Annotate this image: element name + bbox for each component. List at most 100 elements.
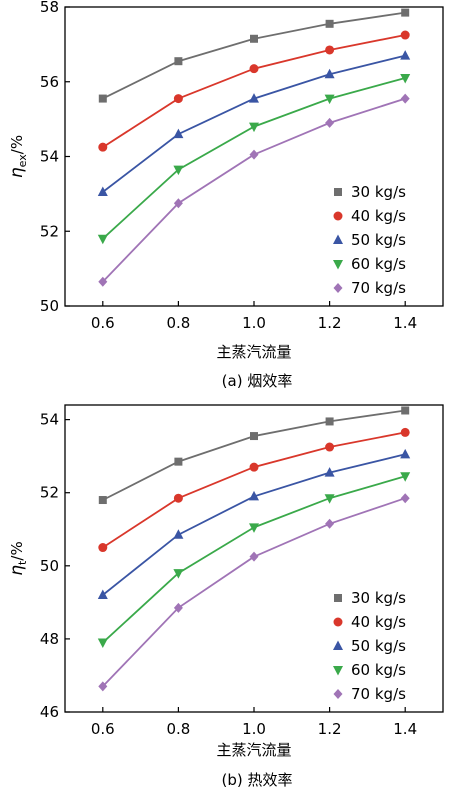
data-point (173, 165, 184, 176)
data-point (98, 496, 107, 505)
legend: 30 kg/s 40 kg/s 50 kg/s 60 kg/s 70 kg/s (333, 589, 406, 703)
series-40-kg-s (98, 30, 410, 152)
series-50-kg-s (97, 50, 411, 197)
data-point (98, 681, 108, 692)
series-70-kg-s (98, 93, 410, 287)
data-point (325, 19, 334, 28)
data-point (98, 543, 108, 553)
data-point (250, 34, 258, 43)
data-point (97, 186, 108, 197)
legend-marker (333, 617, 343, 627)
legend-marker (333, 234, 343, 244)
data-point (400, 74, 411, 84)
legend-item: 60 kg/s (333, 661, 406, 679)
series-line (102, 409, 406, 501)
data-point (173, 493, 183, 503)
legend-item: 70 kg/s (333, 279, 406, 297)
data-point (98, 94, 107, 103)
data-point (98, 276, 108, 287)
data-point (324, 494, 335, 504)
data-point (249, 462, 259, 472)
data-point (400, 427, 410, 437)
series-40-kg-s (98, 427, 410, 553)
data-point (401, 406, 410, 415)
series-60-kg-s (97, 472, 411, 649)
legend-marker (333, 689, 343, 699)
data-point (250, 432, 258, 441)
data-point (97, 234, 108, 245)
legend-marker (334, 188, 342, 196)
legend-marker (333, 260, 343, 270)
data-point (173, 94, 183, 104)
data-point (97, 589, 108, 600)
legend-label: 50 kg/s (351, 637, 406, 655)
y-tick-label: 56 (40, 73, 59, 91)
legend-item: 50 kg/s (333, 231, 406, 249)
data-point (249, 149, 259, 160)
data-point (325, 518, 335, 529)
data-point (400, 448, 411, 459)
y-axis-label: ηt/% (7, 541, 29, 575)
data-point (173, 529, 184, 539)
data-point (173, 569, 184, 579)
legend-marker (333, 666, 343, 676)
legend-label: 70 kg/s (351, 685, 406, 703)
legend-item: 40 kg/s (333, 207, 406, 225)
data-point (173, 602, 183, 613)
data-point (324, 68, 335, 79)
legend-label: 60 kg/s (351, 255, 406, 273)
data-point (324, 467, 335, 477)
data-point (174, 57, 183, 66)
data-point (98, 142, 108, 152)
series-70-kg-s (98, 493, 410, 692)
chart-panel-2: 0.6 0.8 1.0 1.2 1.4 46 48 50 52 54 ηt/% 主蒸汽流量 (b) 热效… (7, 404, 444, 789)
y-axis-label-subscript: ex (16, 154, 29, 168)
data-point (173, 128, 184, 139)
chart-panel-1: 0.6 0.8 1.0 1.2 1.4 50 52 54 56 58 ηex/% 主蒸汽流量 (a) 烟… (7, 0, 444, 390)
panel-caption: (a) 烟效率 (222, 372, 293, 390)
x-tick-label: 0.8 (166, 314, 190, 332)
legend-label: 60 kg/s (351, 661, 406, 679)
legend-label: 30 kg/s (351, 589, 406, 607)
data-point (325, 417, 334, 426)
legend-item: 70 kg/s (333, 685, 406, 703)
x-tick-label: 1.4 (393, 314, 417, 332)
y-axis-label: ηex/% (7, 135, 29, 178)
legend-marker (334, 594, 342, 602)
y-tick-label: 54 (40, 411, 59, 429)
legend-item: 60 kg/s (333, 255, 406, 273)
data-point (401, 8, 410, 17)
y-tick-label: 58 (40, 0, 59, 16)
data-point (400, 493, 410, 504)
y-tick-label: 54 (40, 148, 59, 166)
legend-label: 40 kg/s (351, 207, 406, 225)
x-tick-label: 1.0 (242, 314, 266, 332)
legend-label: 50 kg/s (351, 231, 406, 249)
y-tick-label: 52 (40, 484, 59, 502)
data-point (97, 638, 108, 649)
y-axis-label-symbol: η (7, 167, 27, 178)
x-axis-label: 主蒸汽流量 (216, 741, 291, 759)
data-point (400, 472, 411, 482)
series-30-kg-s (98, 8, 410, 103)
y-tick-label: 46 (40, 703, 59, 721)
x-tick-label: 1.0 (242, 720, 266, 738)
data-point (325, 442, 335, 452)
y-tick-label: 52 (40, 222, 59, 240)
y-tick-label: 48 (40, 630, 59, 648)
series-50-kg-s (97, 448, 411, 600)
data-point (249, 490, 259, 501)
data-point (249, 523, 259, 533)
legend-marker (333, 211, 343, 221)
data-point (249, 64, 259, 74)
data-point (249, 551, 259, 562)
y-axis-label-symbol: η (7, 565, 27, 576)
legend-label: 30 kg/s (351, 183, 406, 201)
legend-item: 50 kg/s (333, 637, 406, 655)
data-point (325, 117, 335, 128)
x-tick-label: 0.6 (91, 720, 115, 738)
legend-item: 40 kg/s (333, 613, 406, 631)
data-point (249, 93, 259, 103)
data-point (400, 93, 410, 104)
